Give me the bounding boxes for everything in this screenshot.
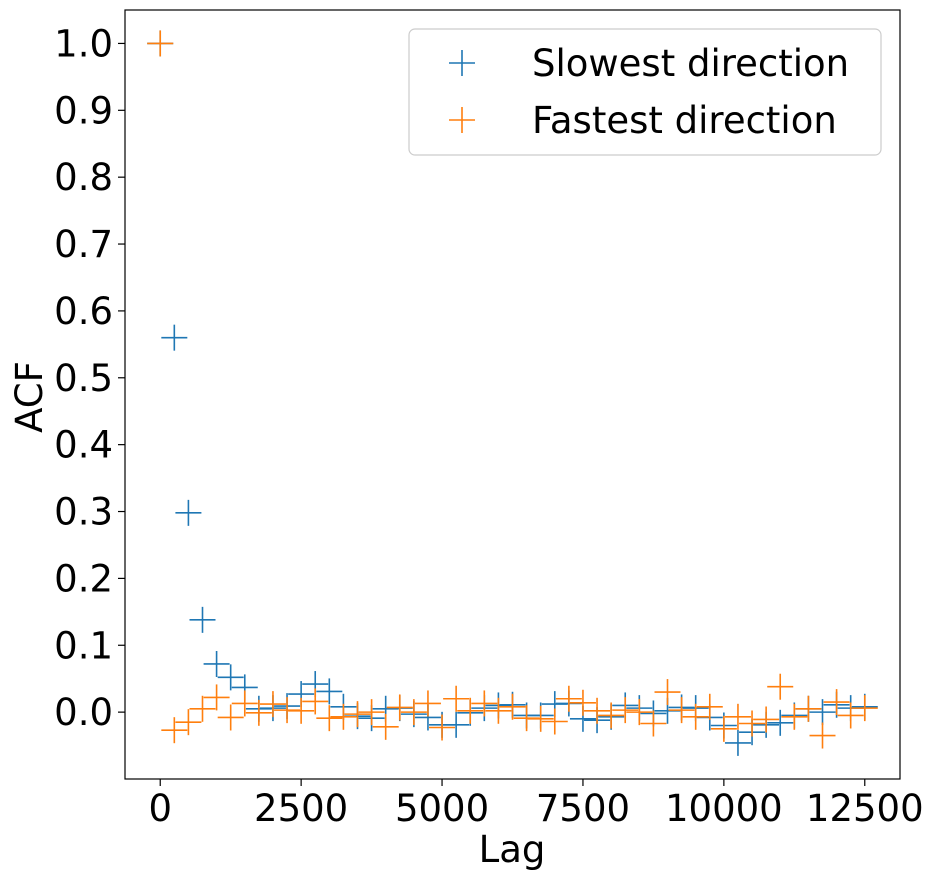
data-point-slowest	[316, 678, 343, 705]
data-point-slowest	[724, 729, 751, 756]
marks-layer	[147, 30, 878, 756]
data-point-fastest	[231, 690, 258, 717]
data-point-fastest	[527, 705, 554, 732]
data-point-slowest	[443, 711, 470, 738]
y-tick-label: 0.8	[54, 156, 113, 199]
data-point-fastest	[753, 706, 780, 733]
y-tick-label: 0.0	[54, 691, 113, 734]
data-point-fastest	[471, 690, 498, 717]
y-tick-label: 0.4	[54, 424, 113, 467]
data-point-fastest	[584, 697, 611, 724]
data-point-fastest	[809, 722, 836, 749]
data-point-slowest	[809, 699, 836, 726]
x-tick-label: 2500	[254, 787, 348, 830]
y-tick-label: 0.3	[54, 491, 113, 534]
y-tick-label: 0.6	[54, 290, 113, 333]
data-point-fastest	[569, 689, 596, 716]
x-axis-title: Lag	[479, 828, 546, 871]
data-point-fastest	[259, 691, 286, 718]
data-point-fastest	[626, 699, 653, 726]
data-point-fastest	[288, 697, 315, 724]
data-point-fastest	[555, 685, 582, 712]
y-tick-label: 1.0	[54, 22, 113, 65]
x-tick-label: 0	[148, 787, 172, 830]
data-point-fastest	[147, 30, 174, 57]
legend-box	[408, 28, 882, 156]
data-point-fastest	[189, 695, 216, 722]
data-point-slowest	[161, 324, 188, 351]
data-point-fastest	[429, 714, 456, 741]
data-point-fastest	[330, 703, 357, 730]
data-point-fastest	[161, 717, 188, 744]
data-point-slowest	[767, 709, 794, 736]
data-point-fastest	[654, 679, 681, 706]
data-point-fastest	[851, 695, 878, 722]
data-point-fastest	[175, 709, 202, 736]
data-point-fastest	[203, 684, 230, 711]
legend-plus-icon	[449, 50, 475, 76]
data-point-fastest	[795, 695, 822, 722]
data-point-fastest	[245, 699, 272, 726]
data-point-fastest	[443, 685, 470, 712]
x-tick-label: 10000	[665, 787, 783, 830]
data-point-fastest	[724, 703, 751, 730]
data-point-fastest	[739, 710, 766, 737]
data-point-fastest	[767, 673, 794, 700]
data-point-fastest	[696, 693, 723, 720]
plot-frame	[124, 9, 901, 780]
data-point-slowest	[217, 664, 244, 691]
x-tick-label: 7500	[536, 787, 630, 830]
data-point-fastest	[414, 690, 441, 717]
data-point-fastest	[682, 703, 709, 730]
data-point-slowest	[175, 499, 202, 526]
y-tick-label: 0.2	[54, 557, 113, 600]
legend-label-slowest: Slowest direction	[532, 42, 849, 85]
data-point-fastest	[386, 694, 413, 721]
legend: Slowest direction Fastest direction	[408, 28, 882, 156]
y-tick-label: 0.9	[54, 89, 113, 132]
data-point-fastest	[710, 715, 737, 742]
y-tick-label: 0.7	[54, 223, 113, 266]
data-point-fastest	[823, 689, 850, 716]
data-point-fastest	[612, 697, 639, 724]
data-point-fastest	[499, 693, 526, 720]
data-point-fastest	[598, 702, 625, 729]
data-point-fastest	[217, 704, 244, 731]
data-point-fastest	[781, 703, 808, 730]
data-point-slowest	[203, 650, 230, 677]
data-point-fastest	[372, 713, 399, 740]
y-axis-title: ACF	[8, 361, 51, 433]
ticks-layer: 0 2500 5000 7500 10000 12500 0.0 0.1 0.2 0.3 0.4 0.…	[54, 22, 923, 830]
data-point-slowest	[189, 606, 216, 633]
y-tick-label: 0.1	[54, 624, 113, 667]
data-point-fastest	[541, 708, 568, 735]
data-point-fastest	[668, 697, 695, 724]
data-point-fastest	[302, 688, 329, 715]
data-point-fastest	[400, 699, 427, 726]
legend-plus-icon	[449, 107, 475, 133]
data-point-fastest	[358, 699, 385, 726]
legend-marker-fastest	[449, 107, 475, 133]
data-point-fastest	[485, 697, 512, 724]
legend-marker-slowest	[449, 50, 475, 76]
data-point-fastest	[640, 710, 667, 737]
y-tick-label: 0.5	[54, 357, 113, 400]
data-point-fastest	[316, 705, 343, 732]
data-point-fastest	[457, 697, 484, 724]
series-fastest-direction	[147, 30, 878, 749]
data-point-fastest	[344, 701, 371, 728]
data-point-fastest	[837, 702, 864, 729]
legend-label-fastest: Fastest direction	[532, 99, 837, 142]
x-tick-label: 12500	[806, 787, 924, 830]
x-tick-label: 5000	[395, 787, 489, 830]
